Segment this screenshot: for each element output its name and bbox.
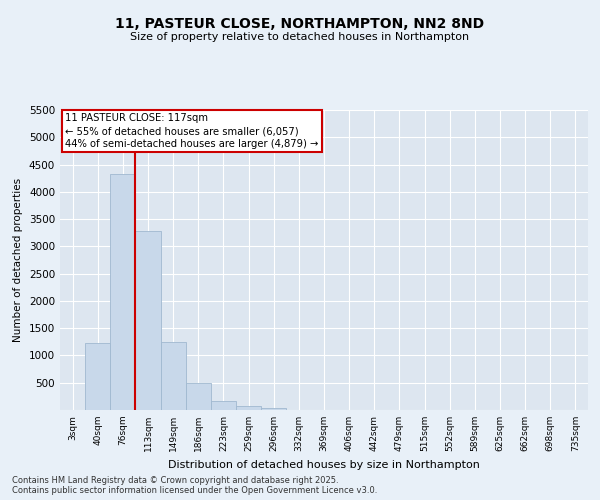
Bar bbox=[110, 174, 136, 410]
X-axis label: Distribution of detached houses by size in Northampton: Distribution of detached houses by size … bbox=[168, 460, 480, 469]
Bar bbox=[85, 344, 110, 410]
Text: 11 PASTEUR CLOSE: 117sqm
← 55% of detached houses are smaller (6,057)
44% of sem: 11 PASTEUR CLOSE: 117sqm ← 55% of detach… bbox=[65, 113, 319, 150]
Bar bbox=[161, 342, 186, 410]
Y-axis label: Number of detached properties: Number of detached properties bbox=[13, 178, 23, 342]
Text: 11, PASTEUR CLOSE, NORTHAMPTON, NN2 8ND: 11, PASTEUR CLOSE, NORTHAMPTON, NN2 8ND bbox=[115, 18, 485, 32]
Bar bbox=[136, 231, 161, 410]
Text: Contains HM Land Registry data © Crown copyright and database right 2025.
Contai: Contains HM Land Registry data © Crown c… bbox=[12, 476, 377, 495]
Bar bbox=[236, 406, 261, 410]
Bar bbox=[211, 400, 236, 410]
Bar bbox=[186, 384, 211, 410]
Text: Size of property relative to detached houses in Northampton: Size of property relative to detached ho… bbox=[130, 32, 470, 42]
Bar bbox=[261, 408, 286, 410]
